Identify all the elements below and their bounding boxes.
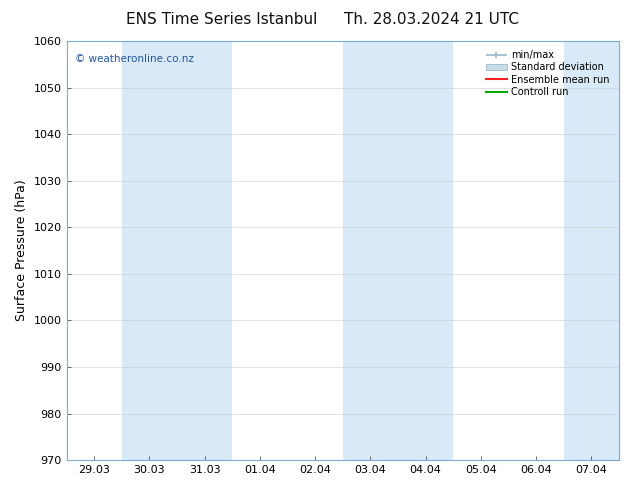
Text: Th. 28.03.2024 21 UTC: Th. 28.03.2024 21 UTC: [344, 12, 519, 27]
Bar: [343, 41, 453, 460]
Legend: min/max, Standard deviation, Ensemble mean run, Controll run: min/max, Standard deviation, Ensemble me…: [484, 48, 611, 99]
Y-axis label: Surface Pressure (hPa): Surface Pressure (hPa): [15, 180, 28, 321]
Text: ENS Time Series Istanbul: ENS Time Series Istanbul: [126, 12, 318, 27]
Bar: [564, 41, 619, 460]
Text: © weatheronline.co.nz: © weatheronline.co.nz: [75, 53, 194, 64]
Bar: [122, 41, 232, 460]
